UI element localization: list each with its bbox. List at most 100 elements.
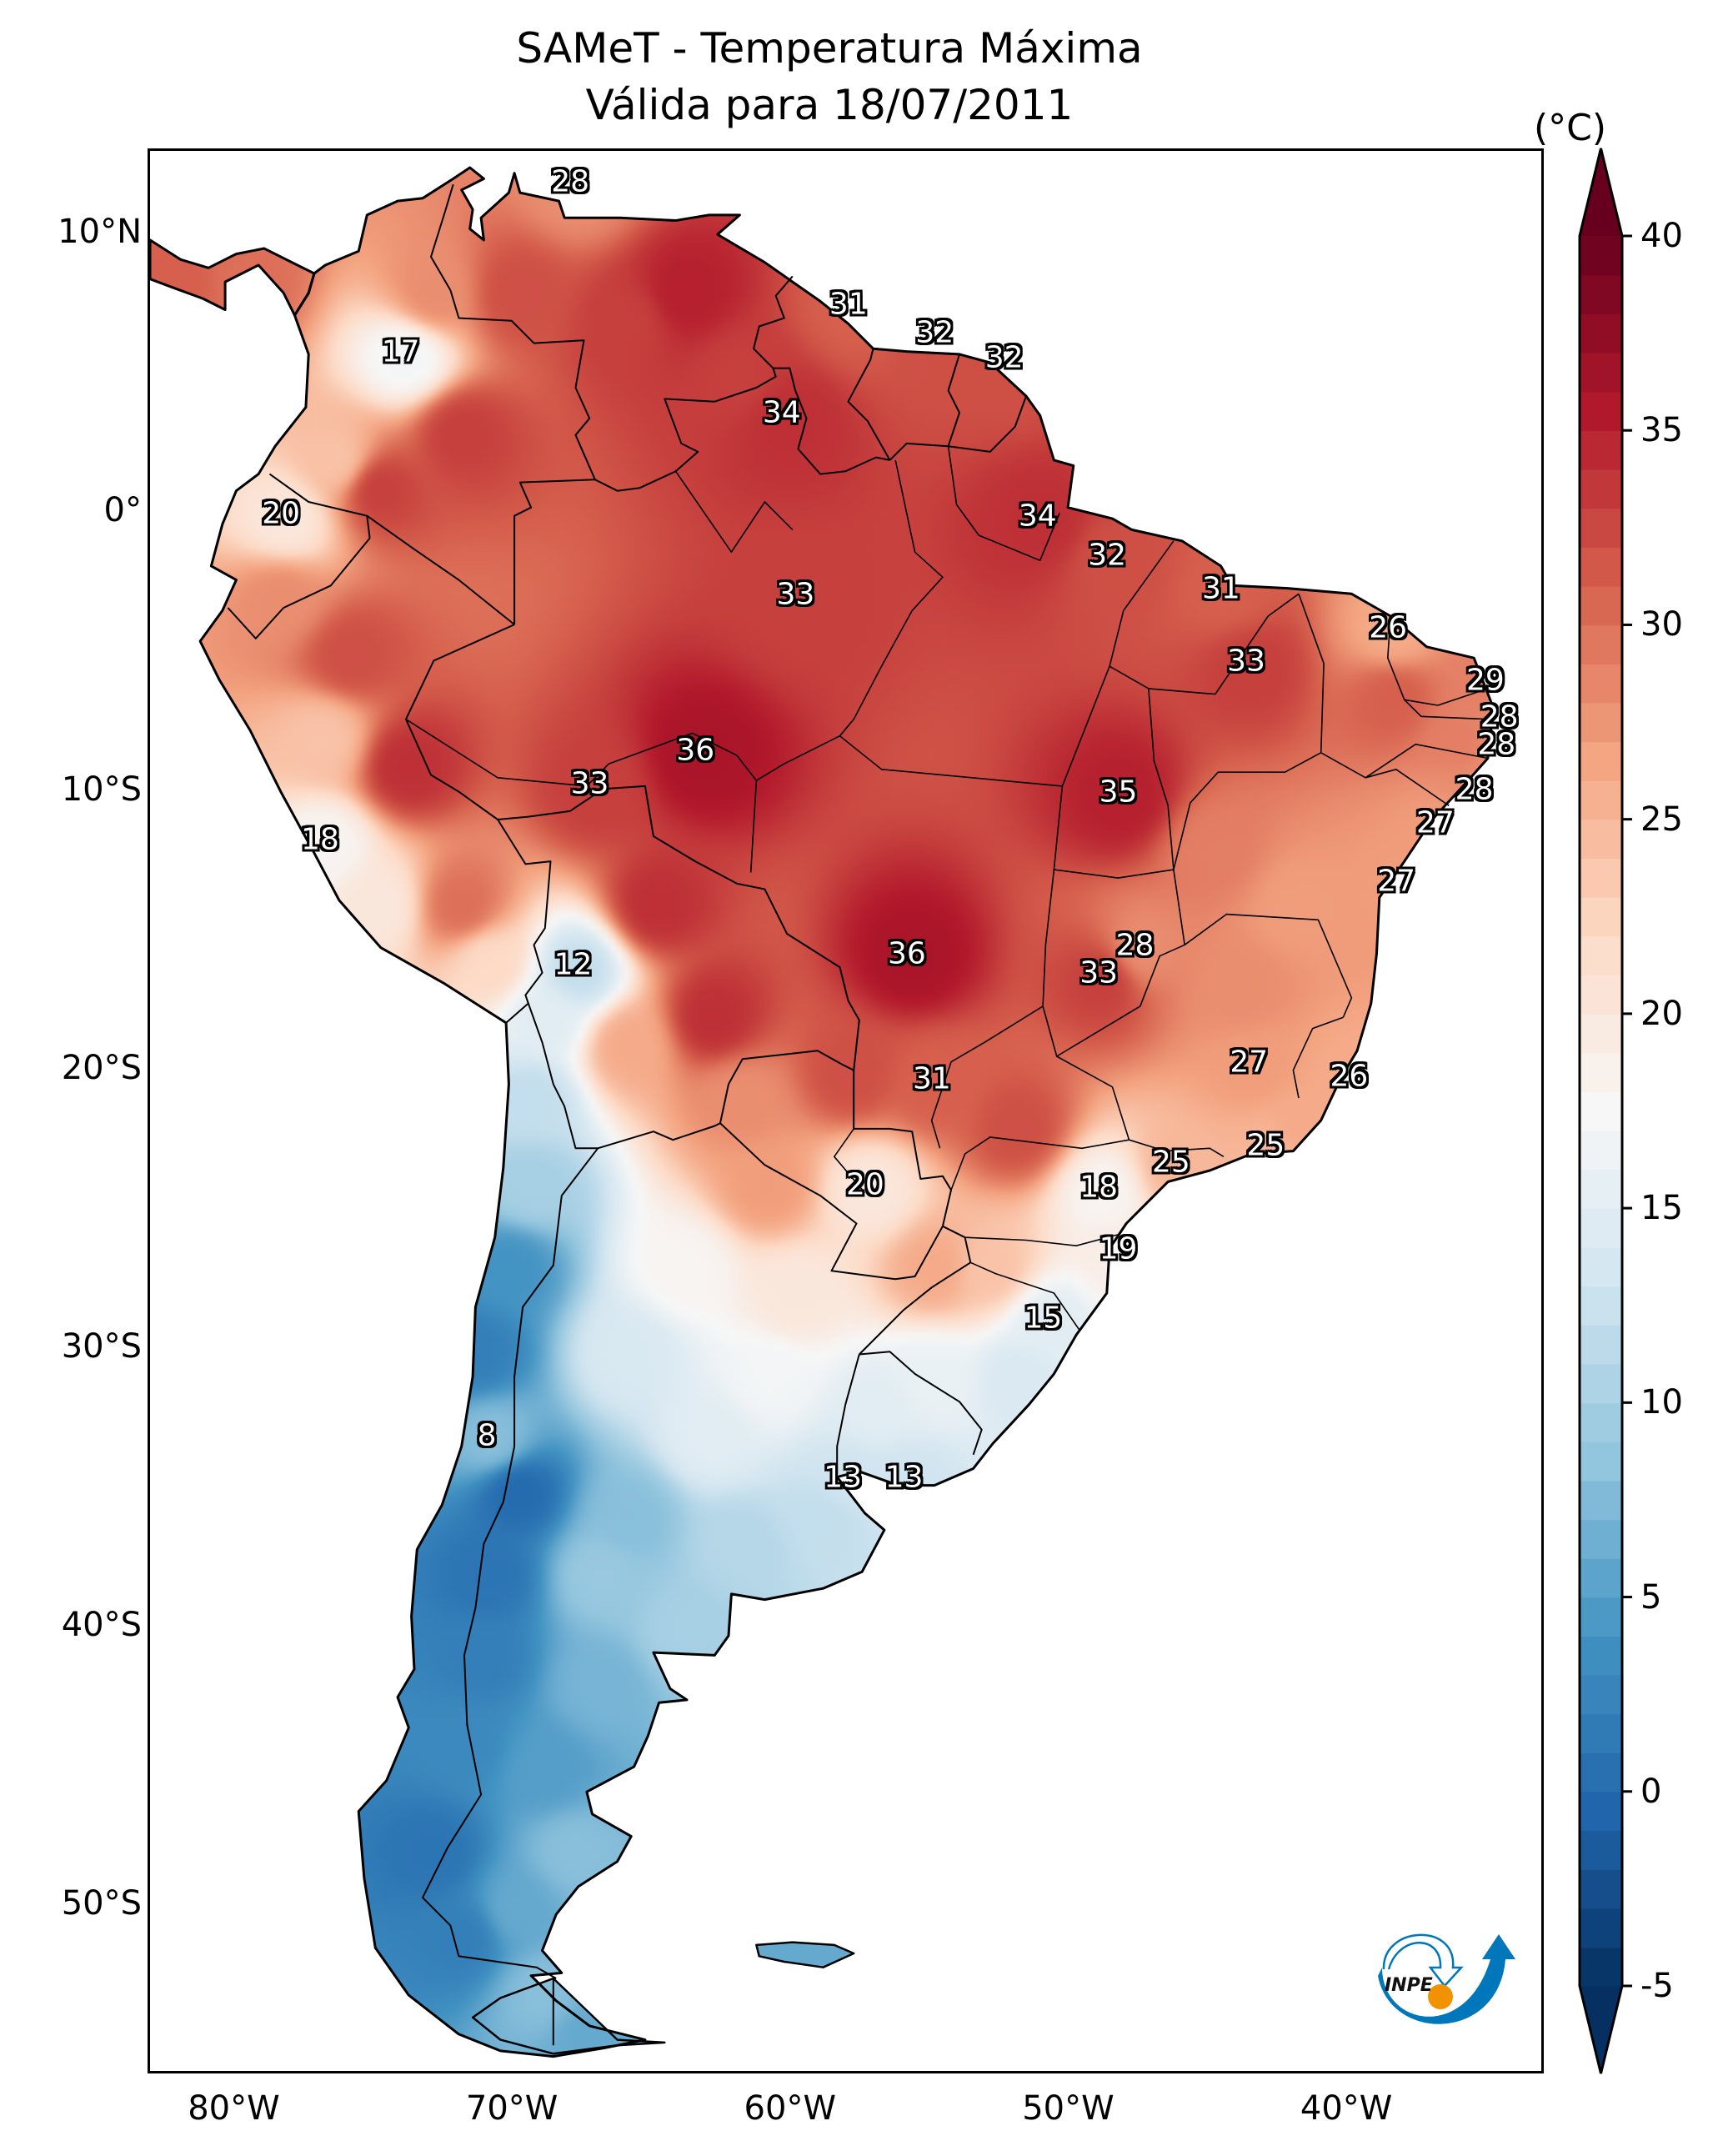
x-tick-label: 60°W <box>744 2089 836 2128</box>
colorbar-segment <box>1580 1091 1622 1131</box>
state-border <box>964 1234 1119 1246</box>
colorbar-segment <box>1580 1402 1622 1442</box>
border-venezuela-guyana <box>753 275 794 369</box>
state-border <box>1184 913 1353 1018</box>
state-border <box>1042 869 1185 1057</box>
station-value-label: 19 <box>1099 1231 1138 1266</box>
logo-text: INPE <box>1385 1975 1433 1996</box>
border-colombia-brazil <box>513 479 595 625</box>
colorbar-segment <box>1580 1908 1622 1948</box>
colorbar-segment <box>1580 508 1622 548</box>
border-ecuador-peru <box>227 515 371 639</box>
colorbar-segment <box>1580 1869 1622 1909</box>
colorbar-segment <box>1580 313 1622 353</box>
state-border <box>969 1261 1080 1330</box>
chart-subtitle: Válida para 18/07/2011 <box>585 81 1074 129</box>
y-tick-label: 10°S <box>61 770 142 809</box>
station-value-label: 33 <box>776 577 815 612</box>
station-value-label: 31 <box>829 287 868 322</box>
coastline <box>198 166 1495 2058</box>
colorbar-segment <box>1580 1947 1622 1987</box>
station-value-label: 36 <box>888 936 926 971</box>
border-colombia-ecuador-peru <box>268 473 515 625</box>
colorbar-segment <box>1580 1597 1622 1637</box>
colorbar-tick-label: 40 <box>1640 217 1683 255</box>
colorbar-tick-label: 10 <box>1640 1383 1683 1422</box>
state-border <box>1292 1016 1344 1099</box>
state-border <box>1148 593 1300 695</box>
colorbar-segment <box>1580 1325 1622 1365</box>
y-tick-label: 10°N <box>58 213 142 252</box>
colorbar-segment <box>1580 1519 1622 1559</box>
colorbar-segment <box>1580 741 1622 781</box>
station-value-label: 27 <box>1415 805 1455 840</box>
station-value-label: 13 <box>824 1460 863 1495</box>
colorbar-segment <box>1580 975 1622 1015</box>
y-tick-label: 30°S <box>61 1326 142 1366</box>
station-value-label: 25 <box>1246 1128 1285 1163</box>
y-tick-label: 20°S <box>61 1048 142 1087</box>
border-guiana-brazil <box>948 395 1027 453</box>
colorbar-segment <box>1580 547 1622 587</box>
colorbar-segment <box>1580 1363 1622 1404</box>
map-outlines <box>150 166 1495 2058</box>
state-border <box>930 785 1064 1149</box>
colorbar-segment <box>1580 664 1622 704</box>
station-value-label: 15 <box>1024 1301 1063 1336</box>
y-tick-label: 40°S <box>61 1606 142 1644</box>
state-border <box>674 470 794 554</box>
map-axes <box>148 148 1544 2073</box>
border-venezuela-brazil <box>594 368 777 492</box>
border-paraguay-brazil <box>853 1070 952 1227</box>
border-peru-bolivia <box>497 819 552 1024</box>
station-value-label: 26 <box>1369 610 1408 645</box>
colorbar-segment <box>1580 352 1622 393</box>
station-value-label: 31 <box>913 1061 951 1096</box>
inpe-logo: INPE <box>1378 1933 1515 2024</box>
colorbar-tick-label: 20 <box>1640 994 1683 1033</box>
colorbar-extend-max <box>1580 148 1622 236</box>
station-value-label: 36 <box>676 733 715 768</box>
station-value-label: 32 <box>984 340 1024 375</box>
colorbar-unit-label: (°C) <box>1534 107 1607 149</box>
station-value-label: 32 <box>915 315 954 350</box>
colorbar-segment <box>1580 1636 1622 1676</box>
station-value-label: 18 <box>300 822 339 857</box>
station-value-label: 33 <box>570 766 609 801</box>
coastline-central-america <box>150 238 316 317</box>
state-border <box>894 459 944 611</box>
station-value-label: 35 <box>1099 775 1138 810</box>
x-tick-label: 80°W <box>188 2089 280 2128</box>
station-value-label: 34 <box>1018 499 1057 534</box>
station-value-label: 32 <box>1088 538 1127 573</box>
station-value-label: 33 <box>1227 644 1265 679</box>
state-border <box>749 780 758 873</box>
border-colombia-venezuela <box>430 183 596 480</box>
colorbar-tick-label: 30 <box>1640 605 1683 644</box>
colorbar-tick-label: 35 <box>1640 411 1683 450</box>
logo-arrow-outline-icon <box>1382 1933 1464 1988</box>
station-value-label: 17 <box>381 334 420 369</box>
colorbar-segment <box>1580 1286 1622 1326</box>
colorbar-segment <box>1580 1674 1622 1715</box>
state-border <box>1365 743 1489 779</box>
x-tick-label: 50°W <box>1022 2089 1114 2128</box>
station-value-label: 29 <box>1466 663 1505 698</box>
colorbar-segment <box>1580 1830 1622 1870</box>
coastline-falklands <box>755 1941 855 1968</box>
colorbar-tick-label: -5 <box>1640 1967 1674 2005</box>
border-chile-bolivia-argentina <box>422 1003 599 1979</box>
colorbar-segment <box>1580 391 1622 432</box>
state-border <box>1061 540 1175 787</box>
colorbar-segment <box>1580 1791 1622 1832</box>
colorbar-tick-label: 15 <box>1640 1189 1683 1228</box>
station-value-label: 34 <box>762 395 801 430</box>
border-peru-brazil <box>405 624 515 820</box>
border-argentina-brazil <box>859 1225 972 1356</box>
colorbar-segment <box>1580 274 1622 315</box>
station-value-label: 8 <box>477 1418 497 1453</box>
coastline-tierra-del-fuego <box>471 1977 666 2055</box>
colorbar <box>1578 148 1632 2074</box>
colorbar-segment <box>1580 1713 1622 1753</box>
colorbar-segment <box>1580 1752 1622 1792</box>
